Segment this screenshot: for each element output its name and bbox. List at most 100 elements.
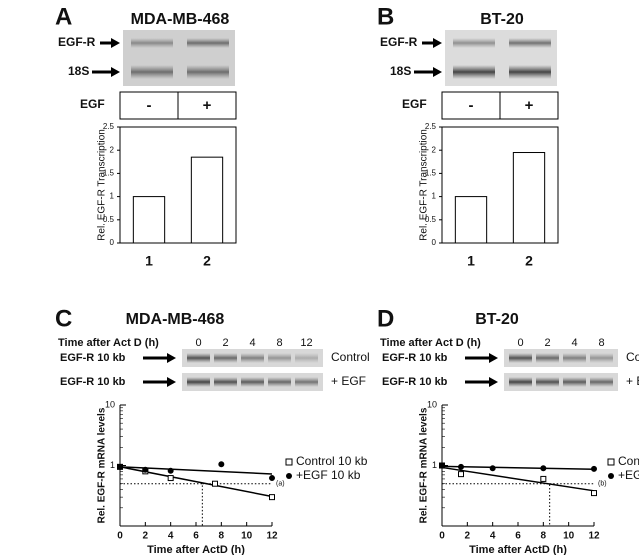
treatment-label: EGF	[402, 97, 427, 111]
y-axis-label: Rel. EGF-R Transcription	[97, 129, 108, 241]
point	[167, 475, 174, 482]
point	[458, 463, 464, 470]
y-tick-label: 2	[432, 145, 437, 154]
lane-label: 0	[195, 337, 201, 349]
y-tick-label: 0	[110, 238, 115, 247]
y-tick-label: 0.5	[425, 215, 437, 224]
y-axis-label: Rel. EGF-R mRNA levels	[97, 407, 108, 523]
gel-band	[590, 353, 613, 363]
y-tick-label: 1	[432, 192, 437, 201]
x-tick-label: 2	[203, 253, 211, 269]
legend-marker	[608, 473, 614, 479]
panel-title: MDA-MB-468	[126, 311, 225, 328]
gel-band	[187, 377, 210, 387]
point	[212, 480, 218, 487]
fit-line	[441, 466, 595, 492]
point	[591, 465, 597, 472]
lane-label: 0	[517, 337, 523, 349]
blot-condition: + EGF	[626, 374, 639, 388]
treatment-label: EGF	[80, 97, 105, 111]
gel-band	[268, 353, 291, 363]
x-tick-label: 6	[515, 531, 521, 542]
arrow-head	[489, 353, 498, 363]
point	[117, 463, 123, 470]
blot-label: EGF-R	[380, 35, 418, 49]
x-tick-label: 0	[439, 531, 445, 542]
bar	[132, 196, 166, 244]
x-tick-label: 1	[145, 253, 153, 269]
gel-band	[241, 377, 264, 387]
blot-label: EGF-R 10 kb	[382, 376, 448, 388]
gel-band	[295, 353, 318, 363]
gel	[504, 373, 618, 391]
blot-condition: Control	[626, 350, 639, 364]
bar	[512, 152, 546, 244]
y-tick-label: 10	[427, 399, 437, 409]
point	[269, 494, 275, 501]
lane-label: 2	[544, 337, 550, 349]
x-tick-label: 8	[219, 531, 225, 542]
point	[458, 471, 464, 478]
gel-band	[536, 353, 559, 363]
panel: A MDA-MB-468 EGF-R 18S EGF - +0 0.5 1 1.5 2 2.5Rel.…	[55, 3, 237, 269]
y-tick-label: 0	[432, 238, 437, 247]
x-tick-label: 2	[143, 531, 149, 542]
point	[489, 465, 496, 472]
legend-label: Control 10 kb	[296, 454, 368, 468]
gel-band	[268, 377, 291, 387]
gel-band	[295, 377, 318, 387]
panel: D BT-20 Time after Act D (h) 0 2 4 8 EGF-R 10 k…	[377, 305, 639, 556]
half-life-label: (b)	[598, 481, 607, 488]
gel-band	[187, 353, 210, 363]
y-tick-label: 1	[110, 192, 115, 201]
point	[142, 466, 149, 473]
legend-marker	[286, 473, 292, 479]
blot-label: 18S	[390, 64, 411, 78]
y-tick-label: 1.5	[425, 169, 437, 178]
legend-marker	[607, 458, 615, 466]
x-tick-label: 0	[117, 531, 123, 542]
y-tick-label: 2	[110, 145, 115, 154]
x-axis-label: Time after ActD (h)	[469, 544, 567, 555]
panel-letter: D	[377, 305, 394, 332]
panel-letter: A	[55, 3, 72, 30]
gel-band	[214, 377, 237, 387]
gel-band	[509, 38, 551, 48]
y-tick-label: 1.5	[103, 169, 115, 178]
legend-label: +EGF 10 kb	[618, 468, 639, 482]
gel	[504, 349, 618, 367]
panel-letter: B	[377, 3, 394, 30]
blot-condition: + EGF	[331, 374, 366, 388]
y-tick-label: 0.5	[103, 215, 115, 224]
arrow-head	[111, 67, 120, 77]
arrow-head	[167, 353, 176, 363]
gel-band	[509, 65, 551, 79]
gel-band	[563, 377, 586, 387]
condition: -	[469, 97, 474, 114]
legend-label: +EGF 10 kb	[296, 468, 361, 482]
panel-title: BT-20	[480, 11, 524, 28]
y-tick-label: 1	[110, 460, 115, 470]
gel-band	[187, 65, 229, 79]
y-tick-label: 1	[432, 460, 437, 470]
x-tick-label: 4	[490, 531, 496, 542]
gel-band	[187, 38, 229, 48]
gel-band	[509, 377, 532, 387]
arrow-head	[489, 377, 498, 387]
y-tick-label: 10	[105, 399, 115, 409]
condition: +	[525, 97, 534, 114]
x-tick-label: 10	[241, 531, 253, 542]
point	[540, 475, 547, 482]
panel-title: MDA-MB-468	[131, 11, 230, 28]
x-tick-label: 6	[193, 531, 199, 542]
legend-marker	[285, 458, 293, 466]
gel-band	[131, 65, 173, 79]
x-tick-label: 4	[168, 531, 174, 542]
blot-label: EGF-R 10 kb	[60, 352, 126, 364]
arrow-head	[433, 67, 442, 77]
x-tick-label: 1	[467, 253, 475, 269]
gel-band	[563, 353, 586, 363]
